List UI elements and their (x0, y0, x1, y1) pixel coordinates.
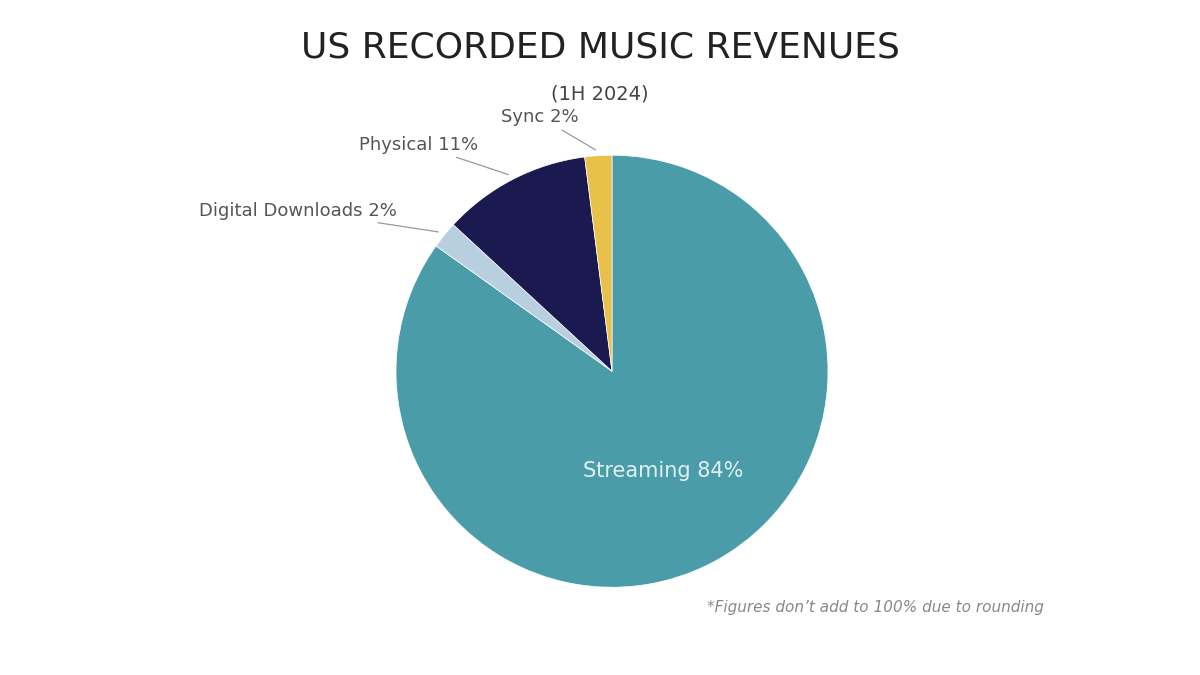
Text: *Figures don’t add to 100% due to rounding: *Figures don’t add to 100% due to roundi… (707, 600, 1044, 615)
Text: Streaming 84%: Streaming 84% (583, 461, 744, 481)
Wedge shape (396, 155, 828, 587)
Text: Digital Downloads 2%: Digital Downloads 2% (199, 202, 438, 232)
Text: (1H 2024): (1H 2024) (551, 85, 649, 104)
Wedge shape (584, 155, 612, 371)
Wedge shape (454, 157, 612, 371)
Text: Physical 11%: Physical 11% (359, 136, 509, 175)
Text: US RECORDED MUSIC REVENUES: US RECORDED MUSIC REVENUES (300, 30, 900, 64)
Text: Sync 2%: Sync 2% (500, 108, 595, 150)
Wedge shape (436, 225, 612, 371)
